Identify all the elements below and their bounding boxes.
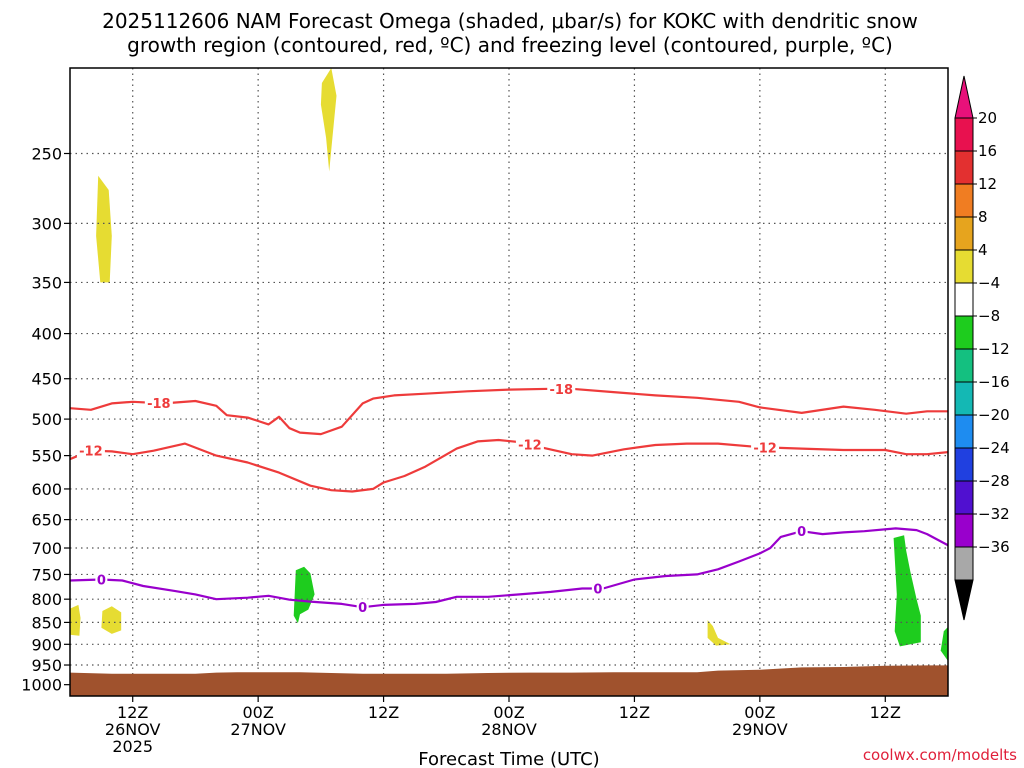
colorbar-label-8: −16 [978, 373, 1010, 391]
contour-label-2-1: 0 [358, 601, 367, 616]
contour-label-1-0: -12 [79, 445, 103, 460]
omega-region-4 [707, 620, 731, 646]
colorbar-bin-9 [954, 414, 974, 449]
y-tick-label-250: 250 [31, 144, 62, 163]
contour-label-2-0: 0 [97, 574, 106, 589]
contour-label-bg [76, 442, 105, 458]
contour-label-1-2: -12 [753, 441, 777, 456]
y-tick-label-450: 450 [31, 370, 62, 389]
omega-region-6 [893, 535, 921, 647]
colorbar-bin-8 [954, 381, 974, 416]
colorbar-bin-3 [954, 216, 974, 251]
contour-label-bg [751, 439, 780, 455]
y-tick-label-350: 350 [31, 273, 62, 292]
omega-region-7 [940, 626, 948, 661]
y-tick-label-950: 950 [31, 656, 62, 675]
colorbar-bottom-arrow [954, 579, 974, 621]
colorbar-label-6: −8 [978, 307, 1000, 325]
x-tick-label: 29NOV [732, 720, 788, 739]
contour-label-bg [515, 436, 544, 452]
y-tick-label-550: 550 [31, 447, 62, 466]
contour-label-bg [591, 580, 604, 596]
colorbar-label-7: −12 [978, 340, 1010, 358]
omega-region-1 [320, 68, 337, 172]
contour-label-bg [795, 523, 808, 539]
omega-region-3 [101, 606, 122, 634]
contour-label-0-1: -18 [550, 383, 574, 398]
contour-line-2 [70, 527, 948, 609]
x-tick-label: 12Z [619, 703, 650, 722]
x-tick-label: 26NOV [105, 720, 161, 739]
y-tick-label-300: 300 [31, 214, 62, 233]
contour-label-bg [547, 380, 576, 396]
colorbar-bin-13 [954, 546, 974, 581]
y-tick-label-650: 650 [31, 511, 62, 530]
chart-title-line-1: 2025112606 NAM Forecast Omega (shaded, μ… [102, 9, 918, 33]
colorbar-label-9: −20 [978, 406, 1010, 424]
colorbar-label-3: 8 [978, 208, 988, 226]
contour-label-2-3: 0 [797, 525, 806, 540]
y-tick-label-600: 600 [31, 480, 62, 499]
contour-line-0 [70, 387, 948, 436]
x-tick-label: 28NOV [481, 720, 537, 739]
x-tick-label: 12Z [870, 703, 901, 722]
plot-inner: -18 -18 -12 -12 -12 0 0 0 0 [70, 68, 948, 696]
x-tick-label: 00Z [744, 703, 775, 722]
contour-label-bg [144, 395, 173, 411]
x-tick-label: 27NOV [230, 720, 286, 739]
colorbar-bin-12 [954, 513, 974, 548]
x-axis-title: Forecast Time (UTC) [418, 749, 599, 768]
plot-area: -18 -18 -12 -12 -12 0 0 0 0 250 300 350 400 450 500 550… [21, 67, 949, 756]
colorbar-bin-10 [954, 447, 974, 482]
credit-text: coolwx.com/modelts [863, 746, 1017, 764]
y-tick-label-500: 500 [31, 410, 62, 429]
omega-region-5 [293, 566, 315, 624]
y-tick-label-400: 400 [31, 325, 62, 344]
x-tick-label: 00Z [242, 703, 273, 722]
colorbar-top-arrow [954, 75, 974, 119]
colorbar-label-5: −4 [978, 274, 1000, 292]
colorbar-bin-11 [954, 480, 974, 515]
omega-colorbar: 20 16 12 8 4 −4 −8 −12 −16 −20 −24 −28 −32 −36 [954, 75, 1010, 621]
colorbar-label-11: −28 [978, 472, 1010, 490]
terrain-fill [70, 665, 948, 696]
colorbar-label-1: 16 [978, 142, 997, 160]
x-tick-label: 2025 [112, 737, 153, 756]
x-tick-label: 00Z [493, 703, 524, 722]
contour-label-bg [356, 599, 369, 615]
colorbar-label-2: 12 [978, 175, 997, 193]
colorbar-bin-1 [954, 150, 974, 185]
colorbar-label-13: −36 [978, 538, 1010, 556]
contour-label-1-1: -12 [518, 439, 542, 454]
y-tick-label-850: 850 [31, 613, 62, 632]
colorbar-bin-7 [954, 348, 974, 383]
contour-label-0-0: -18 [147, 397, 171, 412]
colorbar-bin-4 [954, 249, 974, 284]
contour-label-bg [95, 571, 108, 587]
omega-region-0 [96, 175, 112, 283]
contour-label-2-2: 0 [593, 582, 602, 597]
colorbar-label-10: −24 [978, 439, 1010, 457]
y-tick-label-1000: 1000 [21, 676, 62, 695]
colorbar-bin-5 [954, 282, 974, 317]
y-tick-label-700: 700 [31, 539, 62, 558]
contour-line-1 [70, 438, 948, 493]
colorbar-bin-0 [954, 117, 974, 152]
x-tick-label: 12Z [117, 703, 148, 722]
colorbar-label-0: 20 [978, 109, 997, 127]
y-tick-label-750: 750 [31, 565, 62, 584]
y-tick-label-800: 800 [31, 590, 62, 609]
colorbar-bin-2 [954, 183, 974, 218]
x-tick-label: 12Z [368, 703, 399, 722]
chart-title-line-2: growth region (contoured, red, ºC) and f… [127, 33, 893, 57]
omega-region-2 [70, 604, 81, 636]
colorbar-label-12: −32 [978, 505, 1010, 523]
colorbar-bin-6 [954, 315, 974, 350]
y-tick-label-900: 900 [31, 635, 62, 654]
colorbar-label-4: 4 [978, 241, 988, 259]
